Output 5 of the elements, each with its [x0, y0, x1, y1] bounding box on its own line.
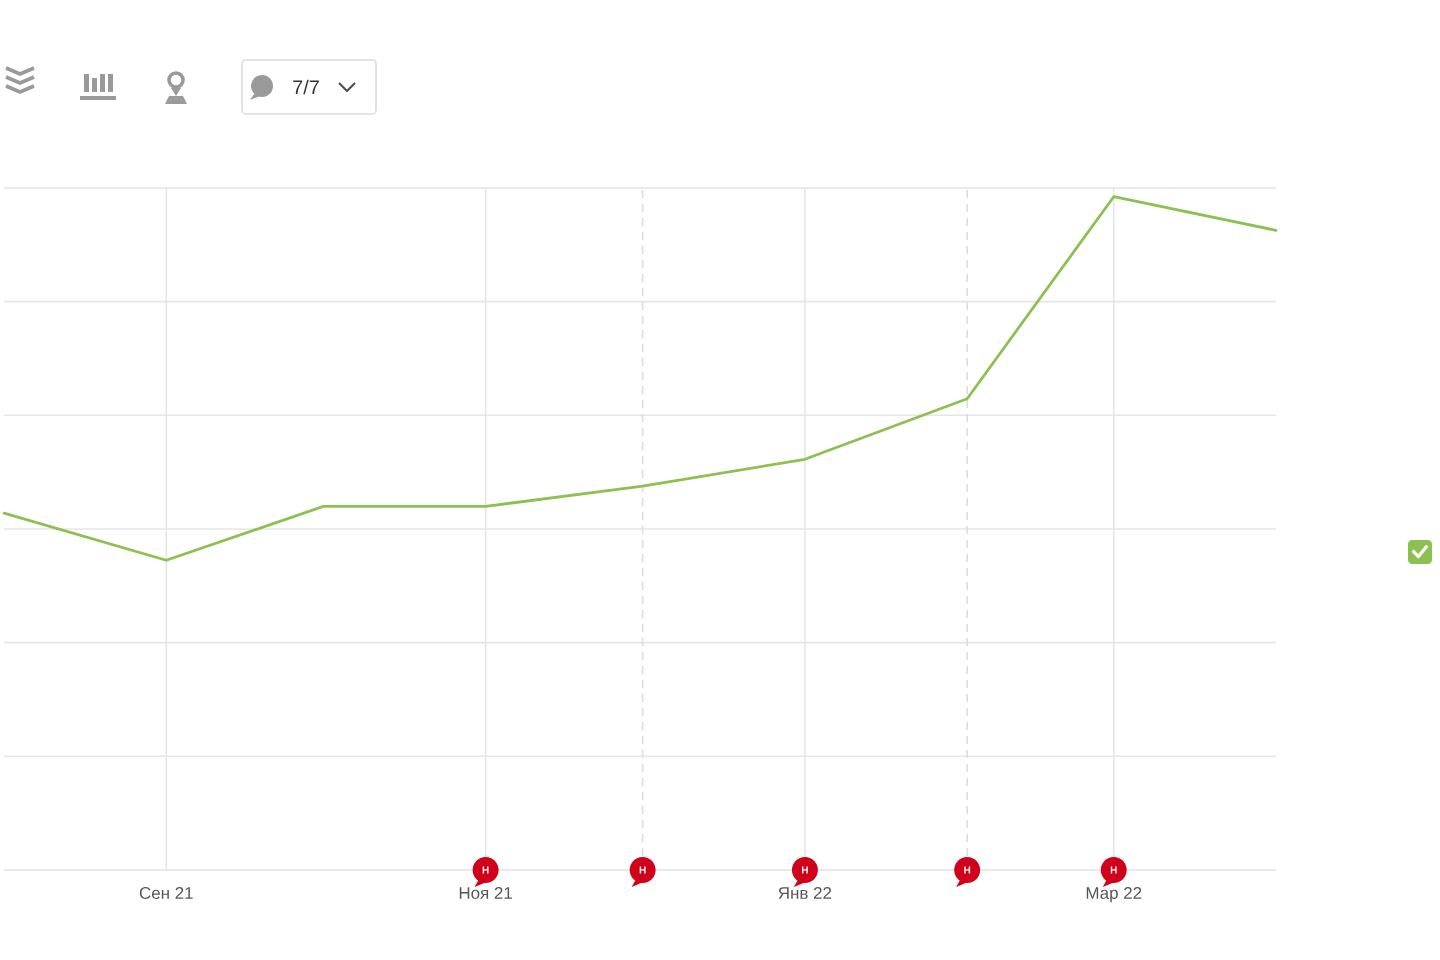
text: 7/7 — [293, 79, 319, 95]
x-tick-label: Мар 22 — [1086, 887, 1142, 903]
x-tick-label: Янв 22 — [778, 887, 832, 899]
x-tick-label: Сен 21 — [139, 887, 193, 899]
x-tick-label: Ноя 21 — [459, 887, 512, 899]
